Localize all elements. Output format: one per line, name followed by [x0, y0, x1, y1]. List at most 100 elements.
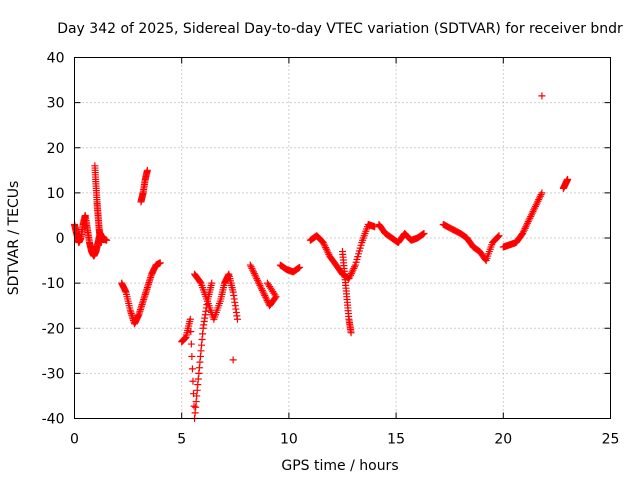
- data-point: [530, 206, 538, 214]
- y-tick-label: 20: [47, 141, 65, 157]
- data-points: [71, 92, 572, 422]
- data-point: [345, 275, 353, 283]
- data-point: [143, 166, 151, 174]
- x-axis-label: GPS time / hours: [281, 458, 398, 474]
- series-segment-band-17h: [439, 220, 503, 265]
- data-point: [189, 377, 197, 385]
- x-tick-labels: 0 5 10 15 20 25: [70, 432, 619, 448]
- data-point: [246, 261, 254, 269]
- y-tick-label: 10: [47, 186, 65, 202]
- y-tick-label: -10: [42, 276, 65, 292]
- data-point: [186, 315, 194, 323]
- series-segment-rise-20h: [499, 189, 546, 251]
- data-point: [257, 283, 265, 291]
- data-point: [524, 218, 532, 226]
- data-point: [255, 280, 263, 288]
- data-point: [258, 286, 266, 294]
- series-segment-early-spike: [91, 162, 105, 247]
- data-point: [190, 402, 198, 410]
- data-point: [253, 275, 261, 283]
- data-point: [347, 270, 355, 278]
- data-point: [247, 263, 255, 271]
- data-point: [248, 264, 256, 272]
- grid: [74, 57, 611, 419]
- data-point: [371, 223, 379, 231]
- data-point: [535, 196, 543, 204]
- data-point: [296, 263, 304, 271]
- plot-frame: [74, 57, 611, 419]
- data-point: [187, 328, 195, 336]
- data-point: [259, 288, 267, 296]
- data-point: [256, 281, 264, 289]
- data-point: [254, 276, 262, 284]
- data-point: [533, 199, 541, 207]
- series-segment-trough-10h: [276, 261, 304, 276]
- y-tick-label: -30: [42, 366, 65, 382]
- series-segment-band-11h: [306, 220, 379, 283]
- data-point: [522, 223, 530, 231]
- data-point: [97, 239, 105, 247]
- data-point: [188, 365, 196, 373]
- series-segment-spike-3h: [137, 166, 151, 206]
- data-point: [523, 219, 531, 227]
- data-point: [262, 295, 270, 303]
- data-point: [229, 356, 237, 364]
- chart-title: Day 342 of 2025, Sidereal Day-to-day VTE…: [57, 21, 623, 37]
- y-tick-label: 0: [56, 231, 65, 247]
- data-point: [520, 226, 528, 234]
- data-point: [324, 249, 332, 257]
- data-point: [265, 281, 273, 289]
- data-point: [350, 264, 358, 272]
- data-point: [535, 194, 543, 202]
- data-point: [348, 268, 356, 276]
- data-point: [322, 245, 330, 253]
- data-point: [187, 340, 195, 348]
- y-tick-label: -20: [42, 321, 65, 337]
- data-point: [347, 271, 355, 279]
- data-point: [564, 175, 572, 183]
- data-point: [261, 292, 269, 300]
- x-tick-label: 10: [280, 432, 298, 448]
- data-point: [262, 293, 270, 301]
- data-point: [523, 221, 531, 229]
- data-point: [532, 201, 540, 209]
- series-segment-drop-12h: [339, 248, 355, 337]
- data-point: [156, 259, 164, 267]
- series-segment-rise-6h: [191, 270, 241, 323]
- data-point: [351, 263, 359, 271]
- y-tick-label: 40: [47, 51, 65, 67]
- data-point: [319, 239, 327, 247]
- data-point: [519, 229, 527, 237]
- x-tick-label: 5: [177, 432, 186, 448]
- data-point: [233, 315, 241, 323]
- data-point: [250, 268, 258, 276]
- data-point: [188, 352, 196, 360]
- data-point: [495, 232, 503, 240]
- data-point: [258, 285, 266, 293]
- data-point: [531, 202, 539, 210]
- y-axis-label: SDTVAR / TECUs: [6, 181, 22, 296]
- series-segment-band-14h: [375, 220, 428, 247]
- series-segment-dip-8h: [246, 261, 280, 310]
- y-tick-label: 30: [47, 96, 65, 112]
- data-point: [321, 242, 329, 250]
- data-point: [538, 92, 546, 100]
- data-point: [196, 278, 204, 286]
- data-point: [536, 192, 544, 200]
- x-tick-label: 15: [387, 432, 405, 448]
- data-point: [526, 214, 534, 222]
- data-point: [537, 191, 545, 199]
- x-tick-label: 20: [494, 432, 512, 448]
- data-point: [527, 211, 535, 219]
- series-segment-isolated-7h: [229, 356, 237, 364]
- data-point: [249, 266, 257, 274]
- data-point: [519, 228, 527, 236]
- series-segment-isolated-21h: [538, 92, 546, 100]
- data-point: [528, 209, 536, 217]
- data-point: [349, 266, 357, 274]
- data-point: [529, 207, 537, 215]
- data-point: [521, 224, 529, 232]
- data-point: [531, 204, 539, 212]
- y-tick-label: -40: [42, 412, 65, 428]
